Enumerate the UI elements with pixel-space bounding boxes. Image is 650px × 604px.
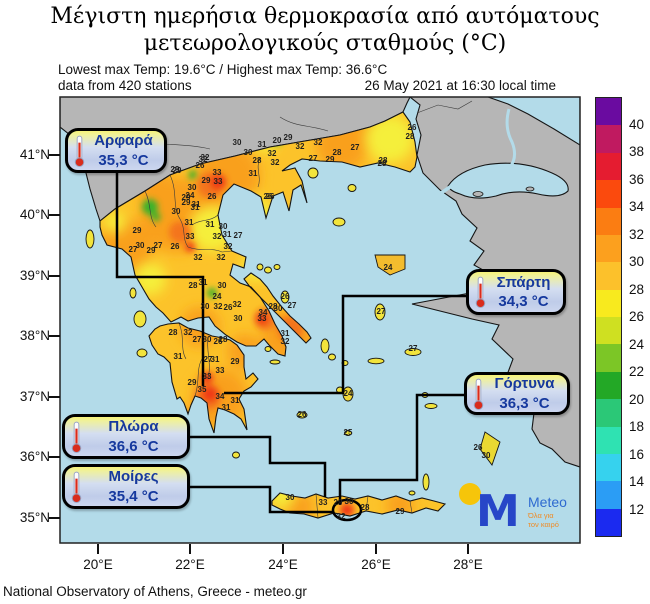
colorbar-tick-label: 18 [629, 419, 645, 434]
colorbar-segment [596, 180, 621, 208]
lat-tick [49, 456, 60, 458]
lat-tick [49, 335, 60, 337]
lon-tick [282, 544, 284, 554]
colorbar-tick-label: 16 [629, 446, 645, 462]
colorbar-segment [596, 508, 621, 536]
islands [85, 167, 501, 496]
lat-tick [49, 517, 60, 519]
dardanelles-strait [417, 185, 451, 211]
colorbar-tick-label: 12 [629, 501, 645, 517]
colorbar-segment [596, 371, 621, 400]
logo-brand-text: Meteo [528, 494, 567, 510]
connector-gortyna [338, 393, 464, 505]
meteo-logo: M Meteo Όλα για τον καιρό [459, 483, 567, 537]
black-sea [487, 97, 580, 146]
lat-tick [49, 214, 60, 216]
country-border [416, 100, 473, 114]
colorbar-tick-label: 40 [629, 116, 645, 132]
lon-tick [189, 544, 191, 554]
logo-tagline-line2: τον καιρό [528, 520, 559, 529]
connector-sparti [224, 294, 466, 395]
hotspot-highlight-ellipse [331, 498, 363, 522]
attribution-text: National Observatory of Athens, Greece -… [3, 584, 307, 599]
connector-moires [190, 485, 333, 514]
stats-summary: Lowest max Temp: 19.6°C / Highest max Te… [58, 62, 388, 77]
colorbar [595, 97, 622, 537]
lat-tick-label: 36°N [19, 449, 50, 464]
colorbar-segment [596, 98, 621, 126]
lon-tick [375, 544, 377, 554]
lon-tick-label: 22°E [175, 557, 205, 572]
logo-m-icon: M [476, 486, 520, 537]
lat-tick-label: 37°N [19, 389, 50, 404]
colorbar-segment [596, 317, 621, 345]
callout-connectors [115, 173, 466, 514]
sea-of-marmara [447, 162, 569, 199]
title-line2: μετεωρολογικούς σταθμούς (°C) [143, 30, 507, 56]
lon-tick-label: 28°E [453, 557, 483, 572]
colorbar-segment [596, 152, 621, 181]
logo-sun-icon [459, 483, 481, 505]
colorbar-tick-label: 22 [629, 364, 645, 379]
colorbar-tick-label: 38 [629, 144, 645, 159]
stats-station-count: data from 420 stations [58, 78, 192, 93]
colorbar-segment [596, 125, 621, 153]
colorbar-segment [596, 344, 621, 372]
connector-arfara [115, 173, 205, 386]
colorbar-segment [596, 399, 621, 427]
map-datetime: 26 May 2021 at 16:30 local time [364, 78, 556, 93]
lon-tick [467, 544, 469, 554]
colorbar-tick-label: 30 [629, 254, 645, 269]
colorbar-segment [596, 453, 621, 482]
marmara-island [525, 186, 535, 192]
colorbar-segment [596, 207, 621, 235]
colorbar-segment [596, 481, 621, 509]
lat-tick-label: 39°N [19, 268, 50, 283]
colorbar-tick-label: 24 [629, 336, 645, 352]
colorbar-segment [596, 262, 621, 290]
colorbar-segment [596, 234, 621, 263]
lon-tick-label: 24°E [268, 557, 298, 572]
colorbar-tick-label: 34 [629, 199, 645, 214]
lat-tick [49, 154, 60, 156]
lat-tick [49, 396, 60, 398]
lat-tick [49, 275, 60, 277]
colorbar-tick-label: 20 [629, 391, 645, 407]
lat-tick-label: 40°N [19, 207, 50, 222]
lat-tick-label: 41°N [19, 147, 50, 162]
lon-tick-label: 26°E [361, 557, 391, 572]
lon-tick-label: 20°E [83, 557, 113, 572]
colorbar-tick-label: 26 [629, 309, 645, 324]
lat-tick-label: 35°N [19, 510, 50, 525]
lon-tick [97, 544, 99, 554]
marmara-island [472, 191, 484, 197]
connector-plora [190, 435, 327, 497]
colorbar-segment [596, 426, 621, 454]
title-line1: Μέγιστη ημερήσια θερμοκρασία από αυτόματ… [50, 4, 600, 29]
colorbar-tick-label: 28 [629, 281, 645, 297]
colorbar-tick-label: 14 [629, 474, 645, 489]
bosphorus-strait [505, 108, 517, 168]
colorbar-tick-label: 36 [629, 171, 645, 187]
logo-tagline-line1: Όλα για [527, 511, 554, 520]
lat-tick-label: 38°N [19, 328, 50, 343]
colorbar-segment [596, 289, 621, 317]
colorbar-tick-label: 32 [629, 226, 645, 242]
map-frame [59, 96, 581, 544]
page-title: Μέγιστη ημερήσια θερμοκρασία από αυτόματ… [0, 4, 650, 58]
